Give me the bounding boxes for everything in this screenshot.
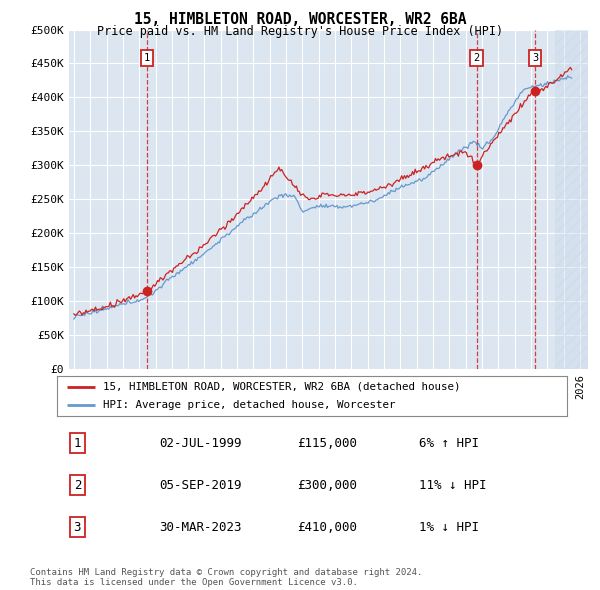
Text: 6% ↑ HPI: 6% ↑ HPI <box>419 437 479 450</box>
Text: £115,000: £115,000 <box>296 437 356 450</box>
Text: 2: 2 <box>74 478 81 492</box>
Text: Price paid vs. HM Land Registry's House Price Index (HPI): Price paid vs. HM Land Registry's House … <box>97 25 503 38</box>
Text: 30-MAR-2023: 30-MAR-2023 <box>159 520 241 533</box>
Text: 11% ↓ HPI: 11% ↓ HPI <box>419 478 487 492</box>
Text: 15, HIMBLETON ROAD, WORCESTER, WR2 6BA: 15, HIMBLETON ROAD, WORCESTER, WR2 6BA <box>134 12 466 27</box>
Text: 3: 3 <box>532 53 538 63</box>
Text: £300,000: £300,000 <box>296 478 356 492</box>
Text: 15, HIMBLETON ROAD, WORCESTER, WR2 6BA (detached house): 15, HIMBLETON ROAD, WORCESTER, WR2 6BA (… <box>103 382 460 392</box>
Text: 02-JUL-1999: 02-JUL-1999 <box>159 437 241 450</box>
Text: HPI: Average price, detached house, Worcester: HPI: Average price, detached house, Worc… <box>103 400 395 410</box>
Text: 05-SEP-2019: 05-SEP-2019 <box>159 478 241 492</box>
Bar <box>556 30 588 369</box>
Text: 1: 1 <box>74 437 81 450</box>
Text: 2: 2 <box>473 53 479 63</box>
Text: 1: 1 <box>144 53 151 63</box>
Text: 1% ↓ HPI: 1% ↓ HPI <box>419 520 479 533</box>
Text: 3: 3 <box>74 520 81 533</box>
Text: £410,000: £410,000 <box>296 520 356 533</box>
Text: Contains HM Land Registry data © Crown copyright and database right 2024.
This d: Contains HM Land Registry data © Crown c… <box>30 568 422 587</box>
